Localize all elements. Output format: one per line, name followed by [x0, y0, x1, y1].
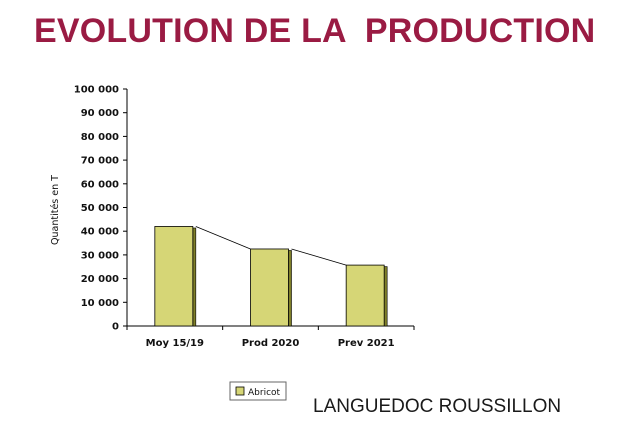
legend-frame — [229, 381, 287, 401]
y-tick-label: 70 000 — [81, 156, 119, 167]
slide-title: EVOLUTION DE LA PRODUCTION — [34, 12, 596, 50]
legend: Abricot — [229, 381, 287, 401]
bar-side — [192, 227, 197, 327]
y-axis-label: Quantités en T — [50, 175, 61, 245]
bar — [345, 264, 385, 327]
bar-side — [288, 250, 292, 327]
y-tick-label: 90 000 — [81, 108, 119, 119]
y-tick-label: 20 000 — [81, 274, 119, 285]
legend-swatch — [235, 386, 245, 396]
x-tick-label: Prev 2021 — [338, 338, 395, 349]
series-connector-line — [291, 248, 347, 266]
y-tick-label: 30 000 — [81, 250, 119, 261]
bar — [250, 248, 289, 327]
y-tick-label: 100 000 — [74, 85, 119, 96]
bar-side — [383, 266, 388, 327]
x-tick-labels: Moy 15/19 Prod 2020 Prev 2021 — [146, 338, 395, 349]
bar — [154, 226, 194, 327]
x-axis — [126, 325, 415, 330]
y-tick-label: 80 000 — [81, 132, 119, 143]
y-tick-label: 60 000 — [81, 179, 119, 190]
x-tick-label: Moy 15/19 — [146, 338, 204, 349]
y-tick-label: 10 000 — [81, 298, 119, 309]
y-tick-label: 40 000 — [81, 227, 119, 238]
y-axis: 0 10 000 20 000 30 000 40 000 50 000 60 000 70 … — [74, 85, 128, 333]
bar-connector-lines — [195, 226, 347, 266]
y-tick-label: 50 000 — [81, 203, 119, 214]
legend-label: Abricot — [248, 388, 281, 398]
x-tick-label: Prod 2020 — [242, 338, 300, 349]
bars — [154, 226, 388, 327]
series-connector-line — [195, 226, 251, 250]
region-label: LANGUEDOC ROUSSILLON — [313, 396, 562, 417]
y-tick-label: 0 — [112, 322, 119, 333]
